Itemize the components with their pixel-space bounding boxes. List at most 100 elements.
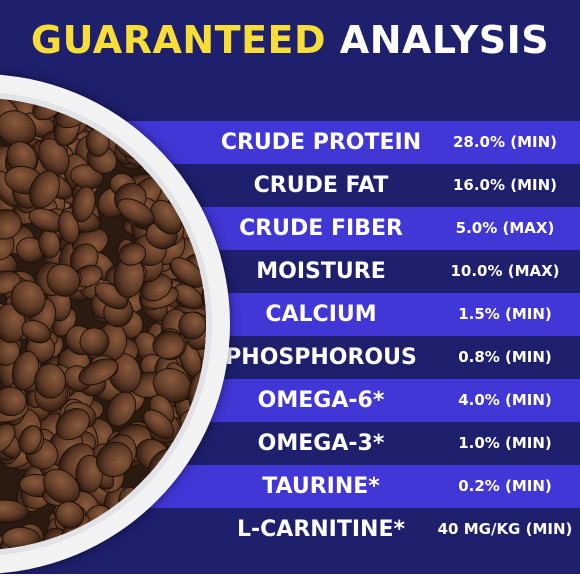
kibble-piece bbox=[194, 422, 206, 454]
kibble-piece bbox=[128, 102, 161, 136]
kibble-piece bbox=[114, 99, 146, 131]
kibble-piece bbox=[159, 513, 189, 550]
nutrient-label: L-CARNITINE* bbox=[237, 517, 405, 542]
kibble-piece bbox=[95, 518, 123, 547]
kibble-piece bbox=[131, 504, 162, 536]
kibble-piece bbox=[169, 125, 196, 152]
kibble-piece bbox=[0, 270, 22, 295]
kibble-piece bbox=[57, 210, 80, 245]
kibble-piece bbox=[183, 99, 206, 136]
kibble-piece bbox=[163, 109, 190, 147]
kibble-piece bbox=[183, 448, 206, 477]
nutrient-value: 1.5% (MIN) bbox=[458, 305, 552, 323]
kibble-piece bbox=[105, 98, 135, 128]
kibble-piece bbox=[139, 134, 178, 168]
kibble-piece bbox=[96, 532, 124, 550]
kibble-piece bbox=[118, 242, 147, 266]
kibble-piece bbox=[18, 425, 42, 455]
bottom-border bbox=[0, 574, 580, 580]
kibble-piece bbox=[105, 391, 137, 427]
kibble-pile bbox=[0, 98, 206, 550]
kibble-piece bbox=[83, 98, 114, 120]
kibble-piece bbox=[201, 383, 206, 414]
kibble-piece bbox=[176, 160, 204, 194]
kibble-piece bbox=[192, 132, 206, 167]
kibble-piece bbox=[0, 209, 22, 240]
analysis-row: OMEGA-3* 1.0% (MIN) bbox=[0, 422, 580, 465]
kibble-piece bbox=[71, 186, 96, 223]
kibble-piece bbox=[194, 443, 206, 480]
nutrient-label: MOISTURE bbox=[256, 259, 386, 284]
kibble-piece bbox=[194, 98, 206, 122]
kibble-piece bbox=[85, 127, 110, 157]
kibble-piece bbox=[186, 162, 206, 193]
kibble-piece bbox=[96, 441, 133, 478]
kibble-piece bbox=[194, 499, 206, 539]
kibble-piece bbox=[0, 499, 29, 523]
kibble-piece bbox=[81, 532, 112, 550]
analysis-row: CRUDE FAT 16.0% (MIN) bbox=[0, 164, 580, 207]
nutrient-value: 4.0% (MIN) bbox=[458, 391, 552, 409]
kibble-piece bbox=[199, 206, 206, 236]
kibble-piece bbox=[142, 501, 166, 537]
kibble-piece bbox=[105, 108, 129, 143]
kibble-piece bbox=[154, 98, 191, 125]
kibble-piece bbox=[152, 330, 185, 360]
kibble-piece bbox=[55, 501, 85, 529]
kibble-piece bbox=[190, 129, 206, 155]
nutrient-label: TAURINE* bbox=[262, 474, 380, 499]
kibble-piece bbox=[146, 528, 182, 550]
analysis-row: PHOSPHOROUS 0.8% (MIN) bbox=[0, 336, 580, 379]
nutrient-value: 28.0% (MIN) bbox=[452, 133, 558, 151]
nutrient-label: OMEGA-6* bbox=[257, 388, 385, 413]
kibble-piece bbox=[10, 280, 46, 318]
kibble-piece bbox=[158, 508, 191, 542]
kibble-piece bbox=[185, 146, 206, 182]
kibble-piece bbox=[198, 98, 206, 140]
kibble-piece bbox=[139, 517, 169, 550]
kibble-piece bbox=[43, 468, 80, 505]
bowl-interior bbox=[0, 92, 212, 556]
nutrient-label: PHOSPHOROUS bbox=[225, 345, 417, 370]
kibble-piece bbox=[29, 170, 60, 209]
kibble-piece bbox=[165, 462, 200, 498]
kibble-piece bbox=[81, 98, 109, 122]
kibble-piece bbox=[188, 429, 206, 462]
nutrient-value: 5.0% (MAX) bbox=[455, 219, 555, 237]
kibble-piece bbox=[166, 167, 197, 200]
kibble-piece bbox=[173, 456, 206, 490]
kibble-piece bbox=[180, 139, 206, 171]
analysis-row: L-CARNITINE* 40 MG/KG (MIN) bbox=[0, 508, 580, 551]
nutrient-label: OMEGA-3* bbox=[257, 431, 385, 456]
kibble-piece bbox=[79, 327, 110, 356]
title-highlight: GUARANTEED bbox=[30, 18, 327, 62]
kibble-piece bbox=[172, 454, 202, 476]
nutrient-value: 1.0% (MIN) bbox=[458, 434, 552, 452]
kibble-piece bbox=[170, 257, 205, 288]
kibble-piece bbox=[78, 358, 119, 386]
kibble-piece bbox=[0, 423, 16, 454]
nutrient-label: CRUDE FIBER bbox=[239, 216, 403, 241]
kibble-piece bbox=[205, 98, 206, 123]
nutrient-value: 0.2% (MIN) bbox=[458, 477, 552, 495]
kibble-piece bbox=[165, 136, 190, 168]
kibble-piece bbox=[199, 98, 206, 120]
kibble-piece bbox=[125, 509, 154, 540]
nutrient-label: CRUDE FAT bbox=[253, 173, 389, 198]
kibble-piece bbox=[188, 514, 206, 550]
kibble-piece bbox=[0, 110, 37, 147]
nutrient-label: CALCIUM bbox=[265, 302, 377, 327]
kibble-piece bbox=[117, 502, 148, 533]
kibble-piece bbox=[191, 449, 206, 477]
kibble-piece bbox=[21, 319, 52, 344]
kibble-piece bbox=[129, 98, 155, 119]
kibble-piece bbox=[153, 501, 185, 531]
kibble-piece bbox=[185, 453, 206, 480]
kibble-piece bbox=[0, 386, 27, 417]
kibble-piece bbox=[140, 98, 167, 123]
kibble-piece bbox=[157, 533, 186, 550]
kibble-piece bbox=[128, 121, 157, 150]
kibble-piece bbox=[166, 484, 204, 520]
kibble-piece bbox=[178, 311, 206, 340]
